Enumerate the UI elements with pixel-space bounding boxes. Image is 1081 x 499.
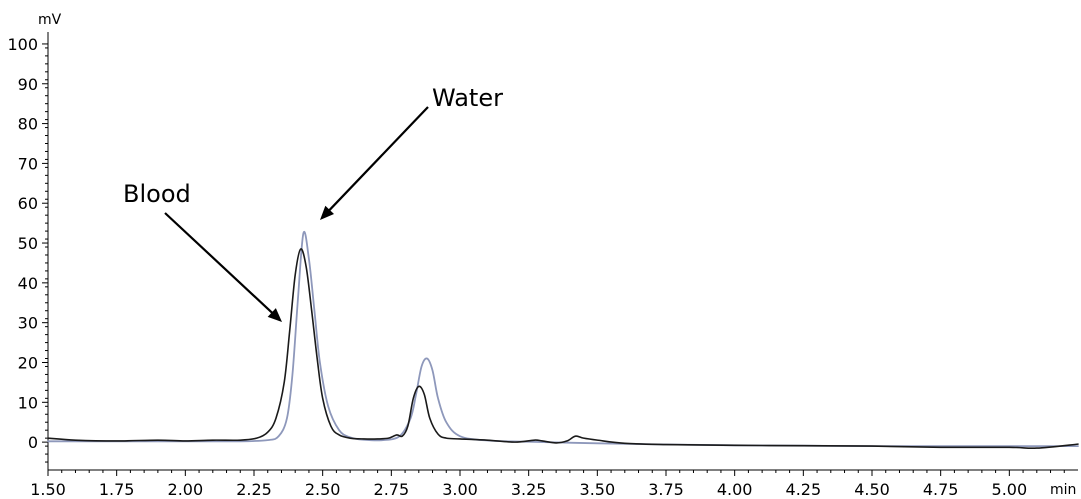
- water-annotation-arrow: [327, 106, 429, 213]
- blood-trace-line: [47, 248, 1079, 450]
- x-ticks: 1.50 1.75 2.00 2.25 2.50 2.75 3.00 3.25 3.50 3.75…: [30, 470, 1065, 499]
- water-trace-line: [47, 230, 1079, 448]
- y-tick-label: 80: [18, 115, 38, 134]
- y-tick-label: 10: [18, 393, 38, 412]
- x-tick-label: 4.25: [786, 480, 822, 499]
- series-layer: [47, 230, 1079, 450]
- x-tick-label: 1.50: [30, 480, 66, 499]
- x-tick-label: 2.25: [236, 480, 272, 499]
- x-tick-label: 3.75: [648, 480, 684, 499]
- water-arrowhead: [320, 205, 335, 220]
- y-unit-label: mV: [38, 12, 62, 28]
- x-tick-label: 4.00: [717, 480, 753, 499]
- water-annotation-label: Water: [432, 84, 503, 112]
- y-tick-label: 90: [18, 75, 38, 94]
- axes: [47, 32, 1078, 471]
- blood-annotation-arrow: [164, 212, 274, 315]
- x-tick-label: 3.50: [580, 480, 616, 499]
- y-tick-label: 40: [18, 274, 38, 293]
- blood-annotation-label: Blood: [123, 180, 191, 208]
- x-tick-label: 2.00: [168, 480, 204, 499]
- x-tick-label: 2.75: [374, 480, 410, 499]
- y-tick-label: 60: [18, 194, 38, 213]
- annotation-layer: Water Blood: [123, 84, 503, 322]
- x-tick-label: 4.75: [923, 480, 959, 499]
- x-tick-label: 5.00: [992, 480, 1028, 499]
- x-unit-label: min: [1050, 482, 1076, 498]
- y-tick-label: 30: [18, 314, 38, 333]
- y-tick-label: 70: [18, 154, 38, 173]
- x-tick-label: 4.50: [854, 480, 890, 499]
- y-tick-label: 0: [28, 433, 38, 452]
- x-tick-label: 2.50: [305, 480, 341, 499]
- x-tick-label: 3.25: [511, 480, 547, 499]
- x-tick-label: 3.00: [442, 480, 478, 499]
- blood-arrowhead: [267, 308, 282, 322]
- y-tick-label: 100: [7, 35, 38, 54]
- y-tick-label: 50: [18, 234, 38, 253]
- y-tick-label: 20: [18, 353, 38, 372]
- x-tick-label: 1.75: [99, 480, 135, 499]
- y-ticks: 0 10 20 30 40 50 60 70 80 90 100: [7, 35, 48, 463]
